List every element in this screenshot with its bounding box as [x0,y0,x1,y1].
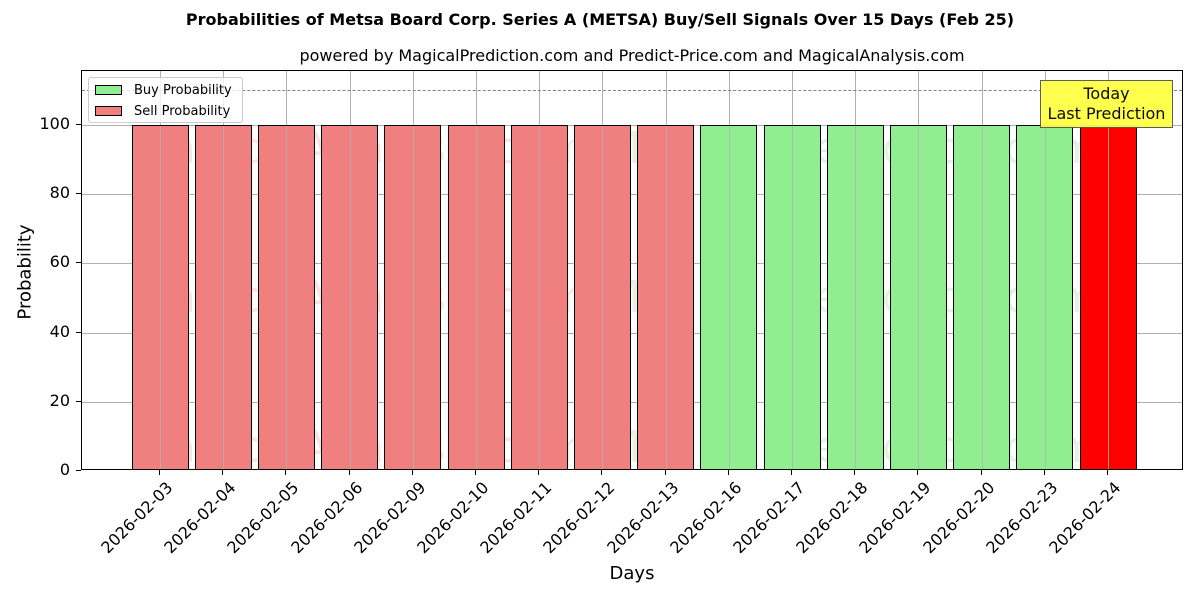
annotation-line-1: Today [1083,84,1130,103]
gridline-h [82,194,1182,196]
y-tick [76,124,81,125]
gridline-v-overlay [1044,126,1046,469]
sell-swatch-icon [95,106,122,116]
bar-sell [447,125,505,469]
x-tick [475,470,476,475]
plot-area: MagicalAnalysis.comMagicalPrediction.com… [81,70,1183,470]
bar-today [1079,125,1137,469]
gridline-v-overlay [665,126,667,469]
gridline-v-overlay [918,126,920,469]
bar-buy [1016,125,1074,469]
gridline-v-overlay [349,126,351,469]
gridline-v-overlay [728,126,730,469]
threshold-line [82,90,1182,92]
legend-item-buy: Buy Probability [95,82,232,98]
bar-buy [953,125,1011,469]
bar-sell [637,125,695,469]
gridline-v-overlay [160,126,161,469]
gridline-v-overlay [223,126,225,469]
gridline-v-overlay [286,126,288,469]
gridline-v-overlay [539,126,541,469]
legend-item-sell: Sell Probability [95,103,230,119]
x-tick [917,470,919,475]
gridline-h [82,263,1182,265]
y-tick-label: 80 [49,183,70,203]
bar-sell [131,125,189,469]
gridline-v-overlay [412,126,414,469]
annotation-line-2: Last Prediction [1047,104,1166,123]
y-tick-label: 40 [49,321,70,341]
bar-sell [257,125,315,469]
x-tick [222,470,224,475]
bar-sell [384,125,442,469]
bar-sell [573,125,631,469]
chart-subtitle: powered by MagicalPrediction.com and Pre… [299,46,965,65]
x-tick [411,470,413,475]
x-tick [1107,470,1108,475]
y-tick [76,331,81,333]
gridline-h [82,125,1182,126]
x-tick [601,470,603,475]
y-tick [76,193,81,195]
bar-buy [763,125,821,469]
gridline-h [82,332,1182,334]
y-tick [76,470,81,471]
x-tick [285,470,287,475]
gridline-v-overlay [981,126,983,469]
gridline-v-overlay [792,126,793,469]
gridline-h [82,401,1182,403]
x-tick [664,470,666,475]
y-tick-label: 100 [39,114,70,133]
bar-buy [700,125,758,469]
x-tick [854,470,856,475]
legend-sell-label: Sell Probability [134,103,231,119]
buy-swatch-icon [95,85,122,95]
chart-title: Probabilities of Metsa Board Corp. Serie… [185,10,1015,29]
today-annotation: Today Last Prediction [1040,80,1173,128]
bar-sell [321,125,379,469]
x-tick [727,470,729,475]
x-tick [791,470,792,475]
legend: Buy Probability Sell Probability [88,77,243,123]
x-tick [980,470,982,475]
y-tick [76,400,81,402]
y-axis-label: Probability [14,224,36,320]
bar-buy [826,125,884,469]
x-axis-label: Days [609,563,655,584]
x-tick [538,470,540,475]
gridline-v-overlay [855,126,857,469]
bar-buy [889,125,947,469]
bar-sell [194,125,252,469]
y-tick [76,262,81,264]
y-tick-label: 60 [49,252,70,272]
x-tick [1043,470,1045,475]
y-tick-label: 0 [59,460,70,479]
y-tick-label: 20 [49,390,70,410]
legend-buy-label: Buy Probability [134,82,232,98]
x-tick [348,470,350,475]
gridline-v-overlay [476,126,477,469]
x-tick [159,470,160,475]
gridline-v-overlay [1108,126,1109,469]
bar-sell [510,125,568,469]
gridline-v-overlay [602,126,604,469]
